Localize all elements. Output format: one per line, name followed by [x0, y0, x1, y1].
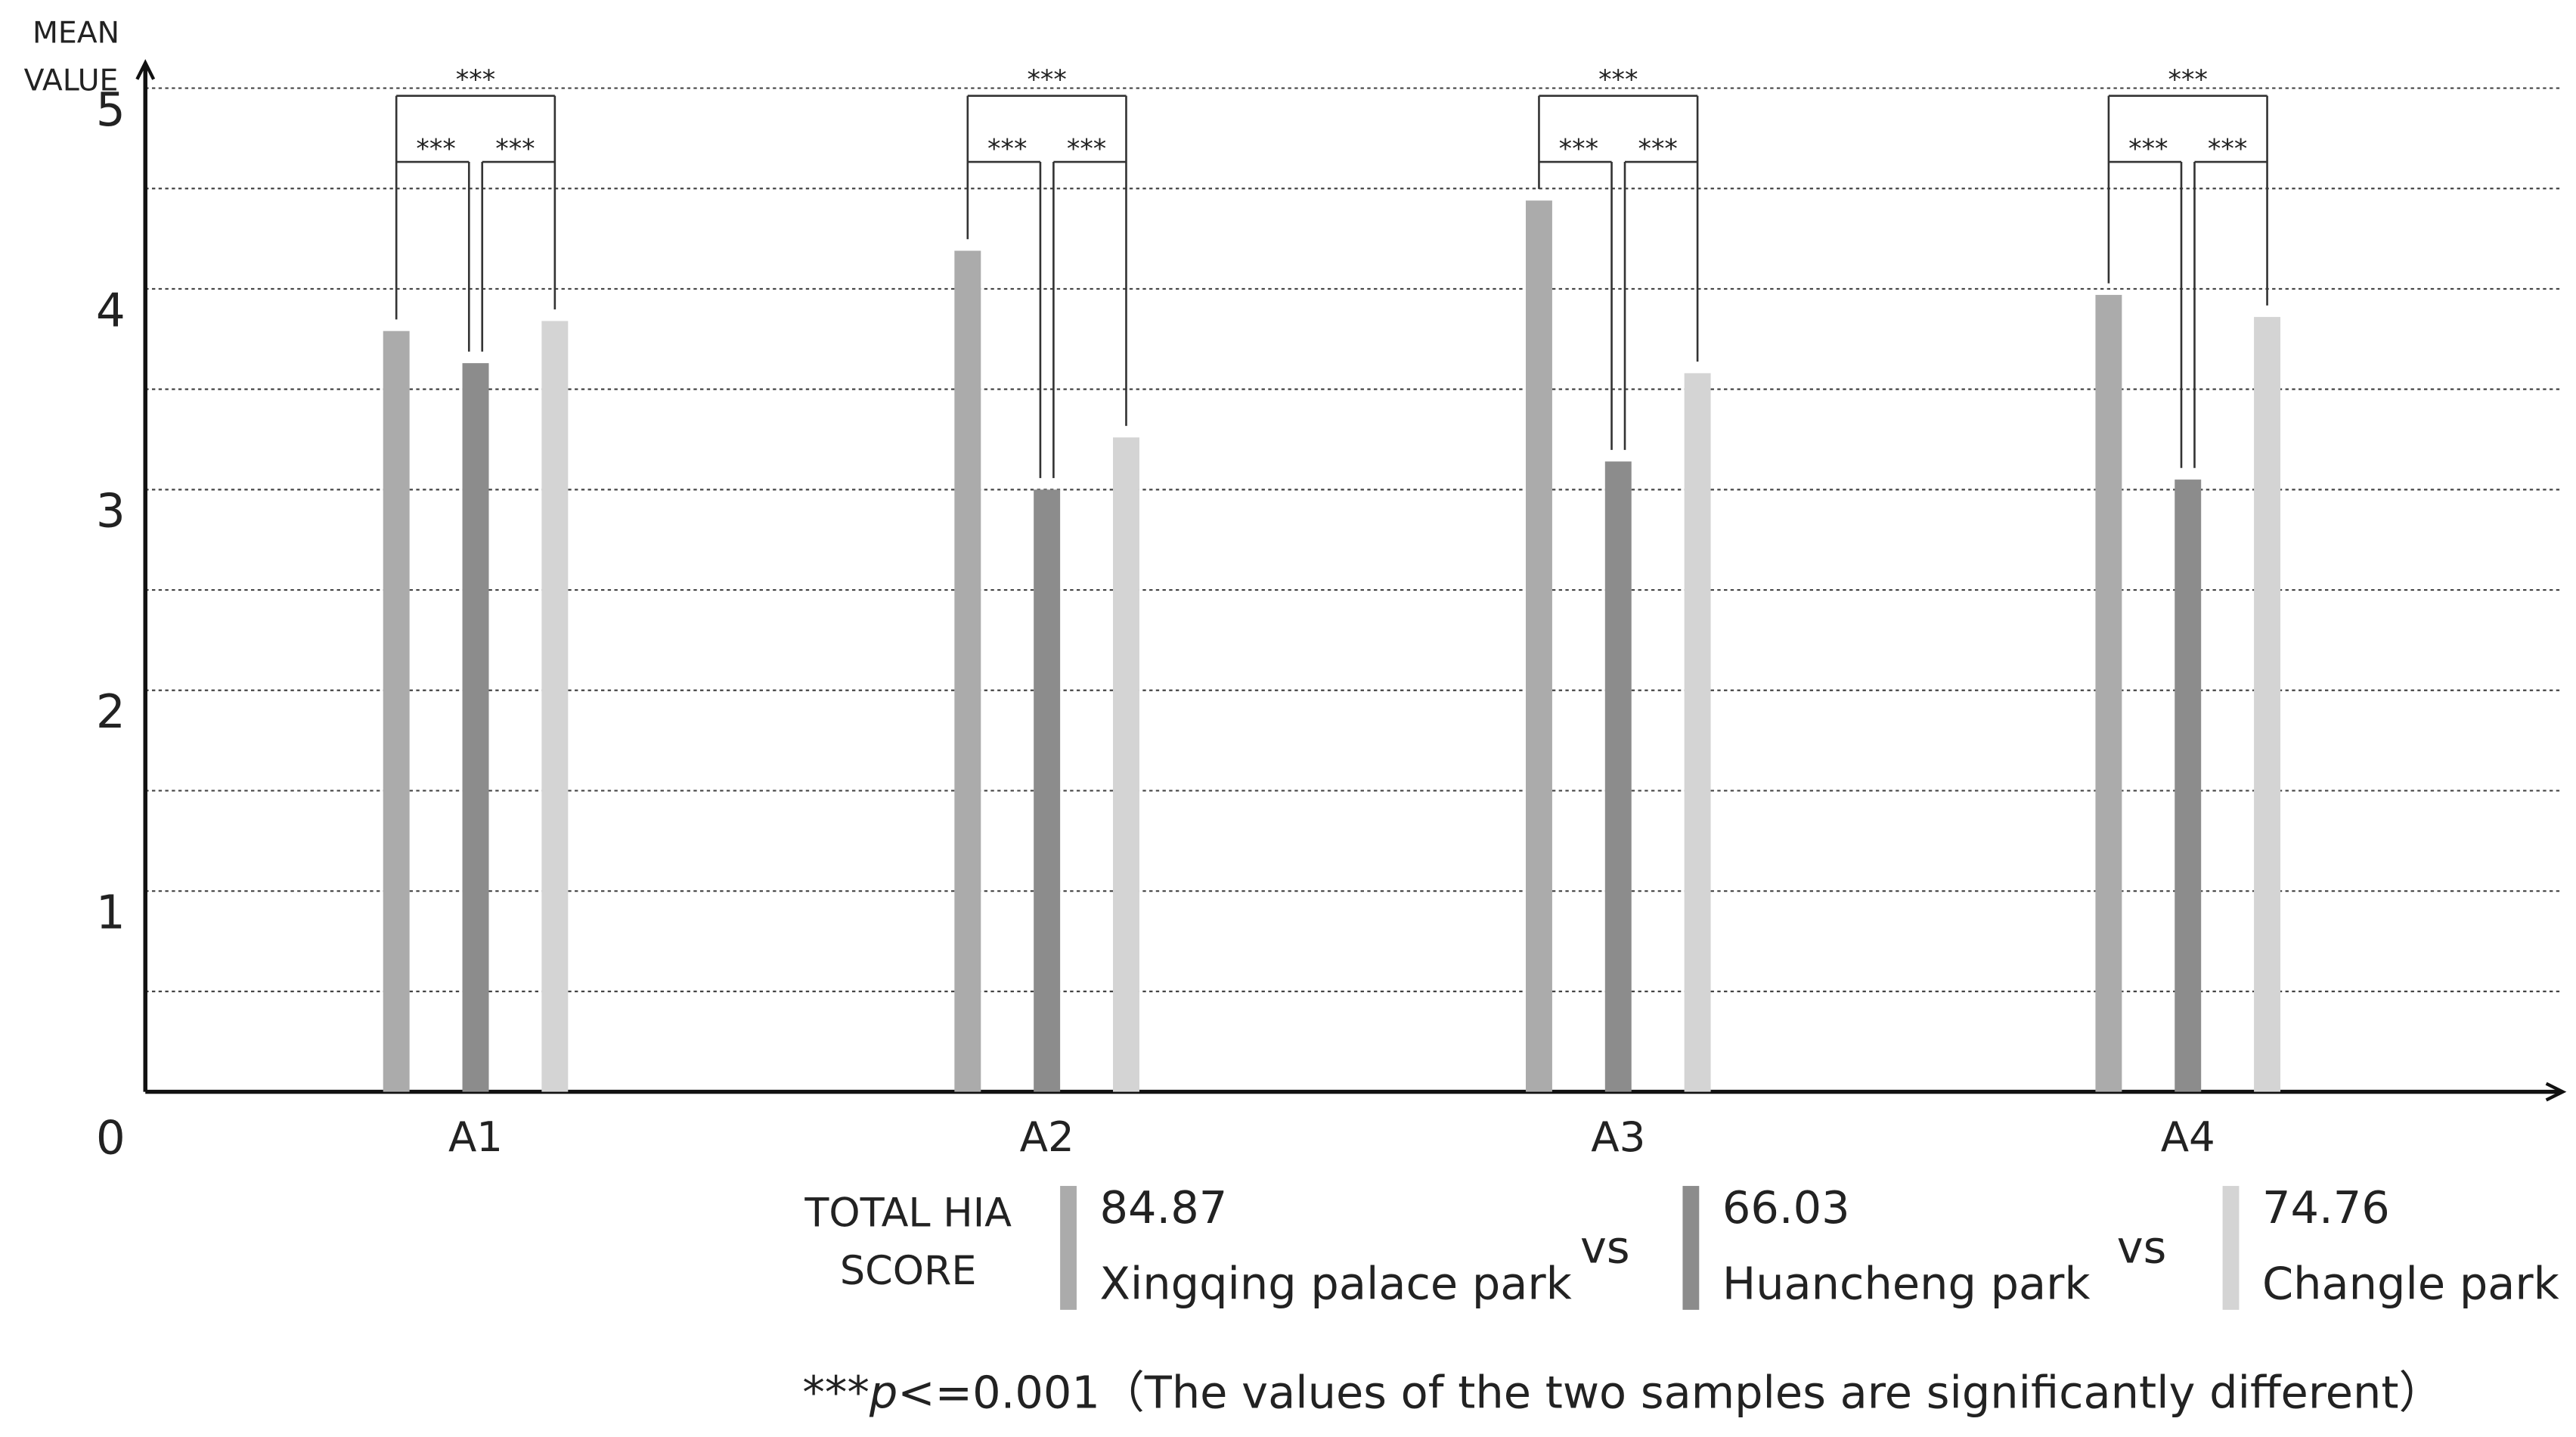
- x-tick-label: A2: [1020, 1113, 1074, 1161]
- footnote-stars: ***: [802, 1367, 869, 1419]
- footnote-text: <=0.001（The values of the two samples ar…: [897, 1367, 2443, 1419]
- legend-swatch: [2222, 1186, 2240, 1310]
- y-tick-label: 3: [96, 485, 126, 538]
- significance-label: ***: [1559, 135, 1598, 165]
- significance-label: ***: [2208, 135, 2247, 165]
- significance-label: ***: [416, 135, 455, 165]
- bar: [2175, 480, 2202, 1092]
- significance-label: ***: [2168, 65, 2208, 95]
- bar: [1684, 373, 1711, 1092]
- x-tick-label: A4: [2161, 1113, 2215, 1161]
- bar: [541, 321, 569, 1092]
- bar: [954, 250, 981, 1092]
- significance-label: ***: [495, 135, 535, 165]
- legend-score: 74.76: [2262, 1181, 2390, 1234]
- significance-label: ***: [1598, 65, 1638, 95]
- legend-name: Huancheng park: [1722, 1257, 2091, 1309]
- significance-label: ***: [1067, 135, 1106, 165]
- significance-label: ***: [987, 135, 1027, 165]
- legend-title: TOTAL HIA: [804, 1190, 1012, 1236]
- significance-label: ***: [2128, 135, 2168, 165]
- y-tick-label: 2: [96, 685, 126, 739]
- footnote: ***p<=0.001（The values of the two sample…: [802, 1367, 2443, 1419]
- y-axis-arrow: [135, 59, 156, 80]
- bar: [2254, 317, 2281, 1092]
- bar: [383, 331, 410, 1092]
- legend-title: SCORE: [840, 1248, 977, 1294]
- significance-label: ***: [1638, 135, 1677, 165]
- bar: [462, 363, 489, 1092]
- y-tick-label: 5: [96, 83, 126, 137]
- y-tick-label: 0: [96, 1112, 126, 1165]
- legend-swatch: [1682, 1186, 1700, 1310]
- bar: [1525, 200, 1552, 1092]
- legend-swatch: [1060, 1186, 1077, 1310]
- legend-score: 66.03: [1722, 1181, 1850, 1234]
- x-tick-label: A3: [1591, 1113, 1645, 1161]
- legend-score: 84.87: [1100, 1181, 1228, 1234]
- bar: [2095, 294, 2122, 1092]
- y-tick-label: 4: [96, 284, 126, 337]
- y-tick-label: 1: [96, 886, 126, 940]
- significance-label: ***: [1027, 65, 1066, 95]
- y-axis-label: MEAN: [33, 16, 119, 50]
- bar: [1604, 461, 1632, 1092]
- legend-separator: vs: [1580, 1221, 1630, 1273]
- y-axis-label: VALUE: [24, 64, 119, 98]
- legend-name: Changle park: [2262, 1257, 2559, 1309]
- significance-label: ***: [456, 65, 495, 95]
- legend-name: Xingqing palace park: [1100, 1257, 1572, 1309]
- legend-separator: vs: [2117, 1221, 2167, 1273]
- x-tick-label: A1: [448, 1113, 503, 1161]
- bar: [1113, 437, 1139, 1092]
- footnote-p: p: [869, 1367, 897, 1419]
- x-axis-arrow: [2545, 1082, 2567, 1102]
- bar: [1034, 489, 1061, 1092]
